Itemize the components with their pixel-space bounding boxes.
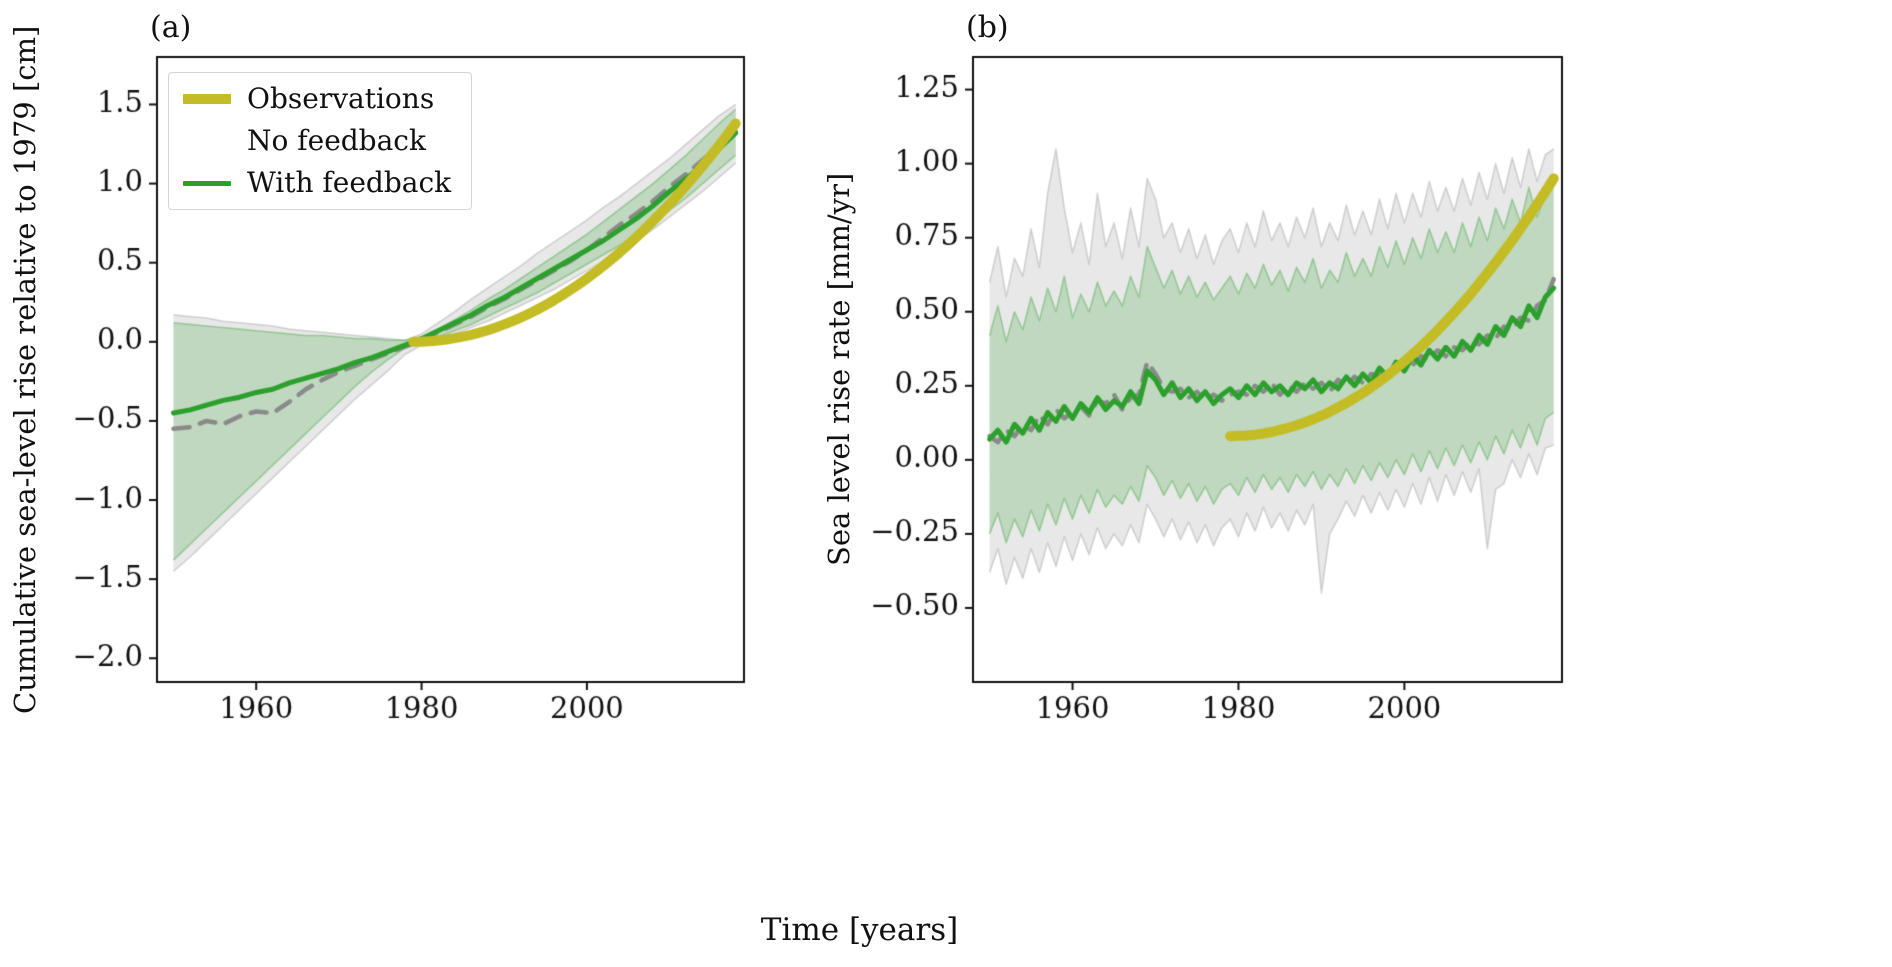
legend-item-observations: Observations	[183, 85, 451, 113]
x-axis-label: Time [years]	[760, 912, 959, 948]
legend-label-observations: Observations	[247, 82, 435, 115]
legend: Observations No feedback With feedback	[168, 72, 473, 210]
legend-label-with-feedback: With feedback	[247, 166, 452, 199]
panel-a-ylabel: Cumulative sea-level rise relative to 19…	[8, 25, 42, 714]
panel-b-ylabel: Sea level rise rate [mm/yr]	[822, 172, 856, 567]
no-feedback-line-swatch	[183, 139, 231, 144]
legend-item-no-feedback: No feedback	[183, 127, 451, 155]
legend-label-no-feedback: No feedback	[247, 124, 426, 157]
with-feedback-line-swatch	[183, 180, 231, 186]
observations-line-swatch	[183, 94, 231, 104]
panel-b-label: (b)	[966, 10, 1009, 45]
legend-item-with-feedback: With feedback	[183, 169, 451, 197]
panel-a-label: (a)	[150, 10, 192, 45]
